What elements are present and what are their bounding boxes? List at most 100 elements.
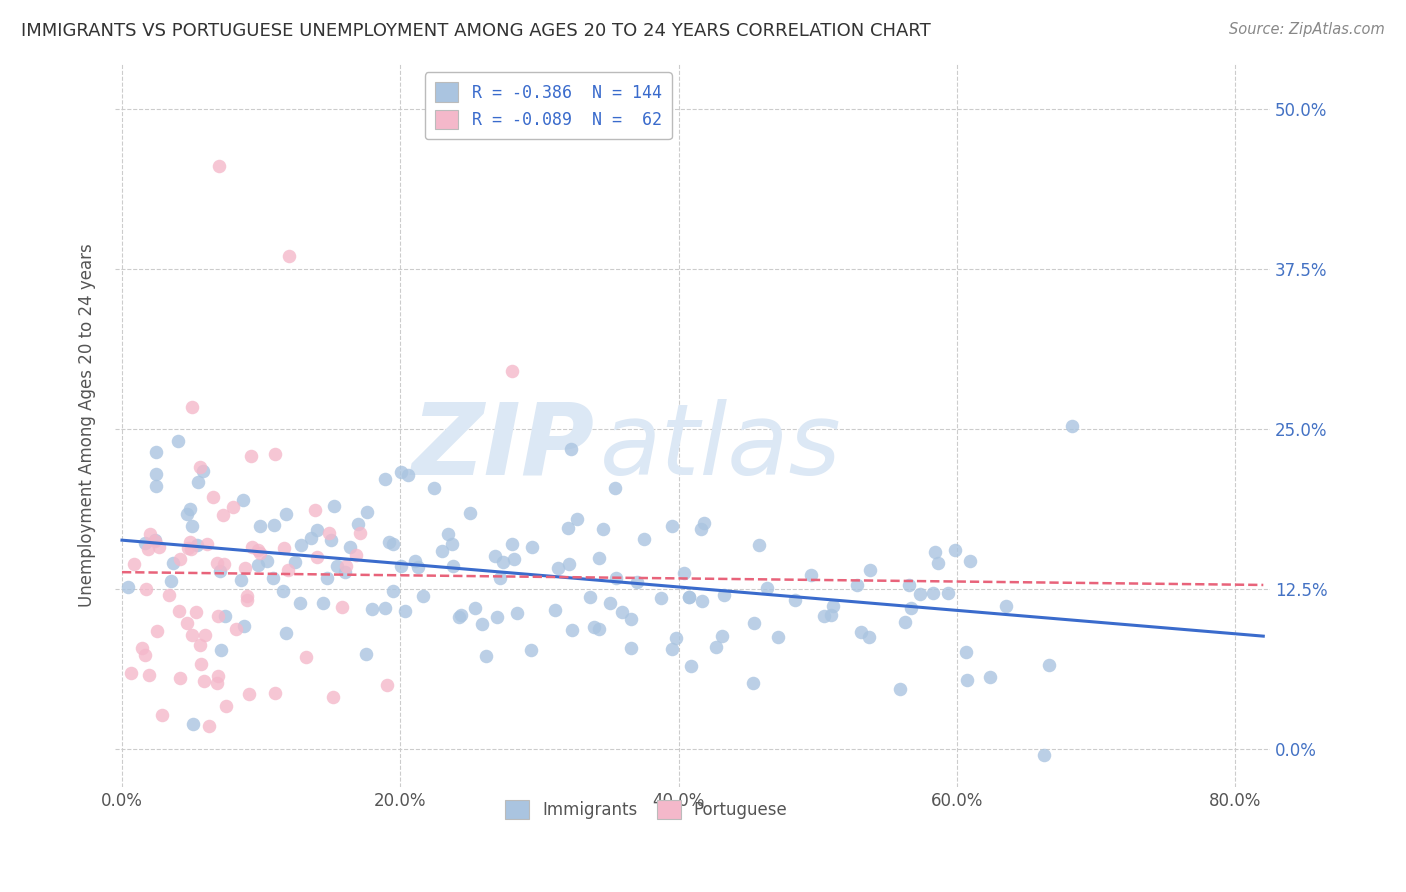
Text: ZIP: ZIP	[412, 399, 595, 496]
Point	[471, 617, 494, 632]
Point	[441, 559, 464, 574]
Point	[139, 527, 162, 541]
Point	[959, 554, 981, 568]
Point	[274, 626, 297, 640]
Point	[681, 658, 703, 673]
Point	[437, 527, 460, 541]
Point	[180, 628, 202, 642]
Point	[120, 666, 142, 681]
Point	[599, 596, 621, 610]
Point	[955, 644, 977, 658]
Point	[239, 449, 262, 463]
Point	[214, 608, 236, 623]
Point	[238, 687, 260, 701]
Point	[955, 673, 977, 687]
Point	[547, 560, 569, 574]
Point	[945, 543, 967, 558]
Point	[464, 601, 486, 615]
Point	[704, 640, 727, 654]
Point	[583, 620, 606, 634]
Point	[150, 707, 173, 722]
Point	[318, 525, 340, 540]
Point	[450, 607, 472, 622]
Point	[1038, 658, 1060, 673]
Point	[849, 625, 872, 640]
Point	[212, 508, 235, 522]
Point	[610, 605, 633, 619]
Point	[276, 507, 298, 521]
Point	[208, 564, 231, 578]
Point	[162, 557, 184, 571]
Point	[766, 630, 789, 644]
Point	[394, 604, 416, 618]
Point	[673, 566, 696, 581]
Point	[406, 560, 429, 574]
Point	[179, 535, 201, 549]
Point	[145, 479, 167, 493]
Point	[229, 573, 252, 587]
Point	[520, 540, 543, 554]
Point	[180, 542, 202, 557]
Point	[936, 585, 959, 599]
Point	[179, 502, 201, 516]
Point	[134, 648, 156, 662]
Point	[748, 538, 770, 552]
Point	[159, 574, 181, 589]
Point	[235, 592, 257, 607]
Point	[333, 566, 356, 580]
Text: Source: ZipAtlas.com: Source: ZipAtlas.com	[1229, 22, 1385, 37]
Point	[713, 588, 735, 602]
Point	[588, 622, 610, 636]
Point	[262, 571, 284, 585]
Point	[188, 638, 211, 652]
Point	[661, 642, 683, 657]
Point	[167, 434, 190, 448]
Point	[190, 460, 212, 475]
Point	[321, 533, 343, 548]
Point	[921, 585, 943, 599]
Point	[249, 545, 271, 559]
Point	[322, 690, 344, 704]
Point	[117, 580, 139, 594]
Point	[246, 558, 269, 572]
Point	[588, 551, 610, 566]
Point	[233, 619, 256, 633]
Point	[235, 589, 257, 603]
Point	[489, 571, 512, 585]
Point	[491, 555, 513, 569]
Point	[344, 548, 367, 562]
Point	[603, 481, 626, 495]
Point	[307, 550, 329, 565]
Point	[820, 608, 842, 623]
Point	[360, 602, 382, 616]
Point	[620, 612, 643, 626]
Point	[741, 675, 763, 690]
Point	[897, 577, 920, 591]
Point	[561, 623, 583, 637]
Point	[232, 493, 254, 508]
Point	[186, 538, 208, 552]
Point	[131, 641, 153, 656]
Point	[374, 472, 396, 486]
Point	[678, 590, 700, 604]
Point	[233, 561, 256, 575]
Point	[924, 544, 946, 558]
Point	[146, 624, 169, 638]
Point	[148, 540, 170, 554]
Point	[375, 678, 398, 692]
Point	[256, 554, 278, 568]
Point	[432, 544, 454, 558]
Point	[295, 649, 318, 664]
Point	[389, 465, 412, 479]
Point	[859, 563, 882, 577]
Point	[180, 518, 202, 533]
Point	[846, 578, 869, 592]
Point	[354, 648, 377, 662]
Point	[143, 534, 166, 549]
Point	[193, 464, 215, 478]
Text: atlas: atlas	[600, 399, 842, 496]
Point	[506, 607, 529, 621]
Point	[283, 555, 305, 569]
Point	[330, 600, 353, 615]
Point	[908, 587, 931, 601]
